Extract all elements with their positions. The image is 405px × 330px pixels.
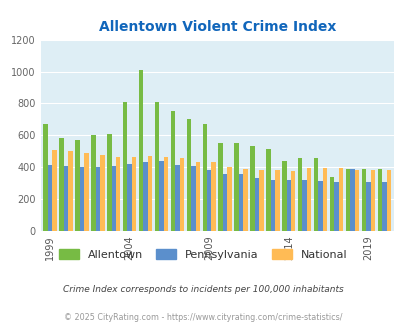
Bar	[350, 169, 354, 231]
Bar	[195, 162, 200, 231]
Bar	[354, 170, 358, 231]
Bar	[266, 149, 270, 231]
Bar	[207, 170, 211, 231]
Bar	[143, 162, 147, 231]
Bar	[202, 124, 207, 231]
Bar	[329, 177, 333, 231]
Bar	[175, 165, 179, 231]
Bar	[318, 181, 322, 231]
Bar	[227, 167, 231, 231]
Bar	[313, 158, 318, 231]
Bar	[43, 124, 48, 231]
Bar	[306, 168, 311, 231]
Bar	[297, 158, 302, 231]
Bar	[123, 102, 127, 231]
Bar	[211, 162, 215, 231]
Bar	[258, 170, 263, 231]
Bar	[186, 119, 191, 231]
Bar	[107, 134, 111, 231]
Bar	[370, 170, 374, 231]
Legend: Allentown, Pennsylvania, National: Allentown, Pennsylvania, National	[54, 245, 351, 264]
Bar	[338, 168, 342, 231]
Bar	[302, 180, 306, 231]
Bar	[218, 143, 222, 231]
Bar	[377, 169, 381, 231]
Bar	[386, 170, 390, 231]
Bar	[75, 140, 79, 231]
Bar	[281, 161, 286, 231]
Bar	[243, 169, 247, 231]
Bar	[179, 158, 183, 231]
Bar	[286, 180, 290, 231]
Text: © 2025 CityRating.com - https://www.cityrating.com/crime-statistics/: © 2025 CityRating.com - https://www.city…	[64, 313, 341, 322]
Bar	[345, 169, 350, 231]
Bar	[64, 166, 68, 231]
Bar	[96, 167, 100, 231]
Bar	[111, 166, 116, 231]
Bar	[163, 157, 168, 231]
Bar	[322, 168, 326, 231]
Bar	[270, 180, 275, 231]
Bar	[333, 182, 338, 231]
Bar	[132, 157, 136, 231]
Bar	[365, 182, 370, 231]
Bar	[222, 174, 227, 231]
Bar	[127, 164, 132, 231]
Bar	[84, 153, 88, 231]
Bar	[147, 156, 152, 231]
Bar	[275, 170, 279, 231]
Bar	[91, 135, 96, 231]
Bar	[290, 171, 295, 231]
Bar	[250, 147, 254, 231]
Bar	[238, 174, 243, 231]
Bar	[254, 178, 258, 231]
Bar	[59, 139, 64, 231]
Bar	[191, 166, 195, 231]
Bar	[100, 155, 104, 231]
Bar	[48, 165, 52, 231]
Bar	[68, 151, 72, 231]
Bar	[381, 182, 386, 231]
Bar	[159, 161, 163, 231]
Bar	[154, 102, 159, 231]
Bar	[116, 157, 120, 231]
Bar	[52, 150, 57, 231]
Bar	[79, 167, 84, 231]
Title: Allentown Violent Crime Index: Allentown Violent Crime Index	[98, 20, 335, 34]
Bar	[361, 169, 365, 231]
Bar	[234, 143, 238, 231]
Bar	[139, 70, 143, 231]
Bar	[171, 112, 175, 231]
Text: Crime Index corresponds to incidents per 100,000 inhabitants: Crime Index corresponds to incidents per…	[62, 285, 343, 294]
